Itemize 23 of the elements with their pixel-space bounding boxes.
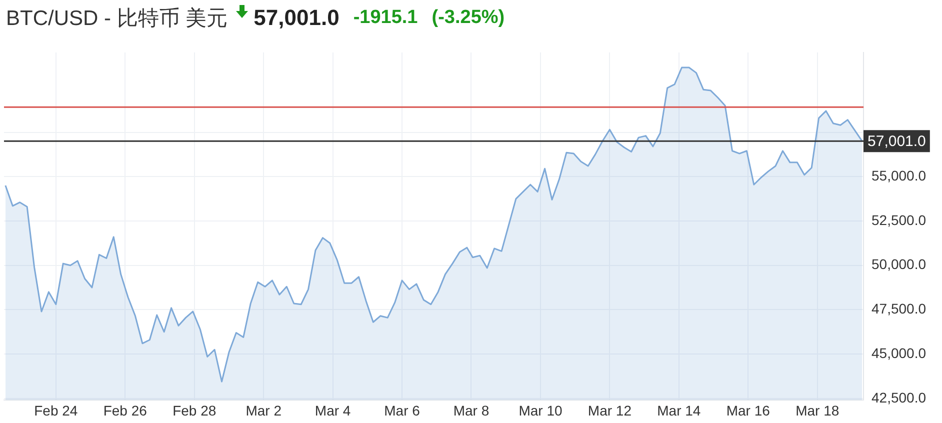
chart-title: BTC/USD - 比特币 美元 <box>6 6 228 32</box>
x-tick-label: Feb 26 <box>103 402 148 418</box>
x-tick-label: Mar 2 <box>246 402 282 418</box>
y-tick-label: 55,000.0 <box>872 167 926 184</box>
y-tick-label: 42,500.0 <box>872 389 926 406</box>
x-tick-label: Mar 18 <box>796 402 840 418</box>
text: 57,001.0 <box>254 5 340 31</box>
x-tick-label: Feb 24 <box>34 402 78 418</box>
x-tick-label: Mar 16 <box>726 402 770 418</box>
text: -1915.1 <box>353 7 418 29</box>
x-tick-label: Mar 4 <box>314 402 351 418</box>
x-tick-label: Mar 12 <box>588 402 632 418</box>
y-tick-label: 50,000.0 <box>872 256 926 272</box>
y-tick-label: 45,000.0 <box>872 344 926 361</box>
ref-line-label: 57,001.0 <box>868 133 926 150</box>
x-tick-label: Mar 6 <box>384 402 420 418</box>
x-tick-label: Mar 10 <box>518 402 562 418</box>
y-tick-label: 52,500.0 <box>872 212 926 228</box>
x-tick-label: Mar 8 <box>453 402 490 418</box>
x-tick-label: Feb 28 <box>172 402 216 418</box>
text: (-3.25%) <box>432 7 505 29</box>
y-tick-label: 47,500.0 <box>872 300 926 317</box>
x-tick-label: Mar 14 <box>657 402 701 418</box>
